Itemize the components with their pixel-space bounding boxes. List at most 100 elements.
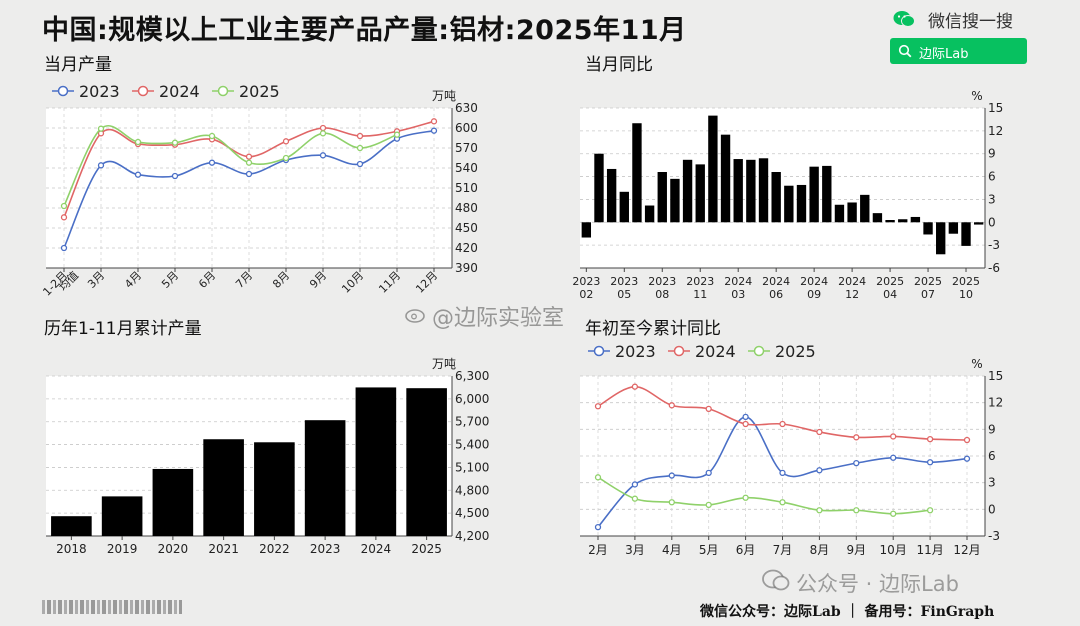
bar xyxy=(644,205,655,223)
y-tick-label: 0 xyxy=(988,502,996,516)
y-tick-label: 12 xyxy=(988,124,1003,138)
bar xyxy=(51,516,92,536)
data-point-2023 xyxy=(208,159,216,166)
data-point-2024 xyxy=(816,428,823,436)
x-tick-label: 2022 xyxy=(259,542,290,556)
search-button[interactable]: 边际Lab xyxy=(890,38,1027,64)
data-point-2023 xyxy=(134,171,142,178)
y-tick-label: 480 xyxy=(455,201,478,215)
bar xyxy=(632,123,642,223)
data-point-2025 xyxy=(816,507,823,514)
data-point-2023 xyxy=(853,459,860,467)
y-tick-label: -3 xyxy=(988,238,1000,252)
data-point-2025 xyxy=(171,139,179,146)
bar xyxy=(910,216,921,223)
legend-label-2024: 2024 xyxy=(159,82,200,101)
bar xyxy=(923,222,933,235)
bar xyxy=(720,134,731,223)
bar xyxy=(101,496,143,536)
watermark-text: @边际实验室 xyxy=(432,306,565,331)
data-point-2024 xyxy=(853,434,860,441)
x-tick-label-month: 03 xyxy=(731,288,745,301)
x-tick-label-year: 2024 xyxy=(762,275,790,288)
x-tick-label-year: 2023 xyxy=(572,275,600,288)
x-tick-label-month: 02 xyxy=(579,288,593,301)
y-tick-label: 15 xyxy=(988,369,1003,383)
y-tick-label: 5,400 xyxy=(455,438,489,452)
x-tick-label-month: 12 xyxy=(845,288,859,301)
bar xyxy=(796,184,807,223)
data-point-2025 xyxy=(594,474,602,481)
data-point-2023 xyxy=(890,454,897,461)
chart-title: 历年1-11月累计产量 xyxy=(44,319,202,339)
x-tick-label-year: 2023 xyxy=(686,275,714,288)
y-tick-label: 6 xyxy=(988,170,996,184)
data-point-2023 xyxy=(245,170,253,178)
legend-label-2023: 2023 xyxy=(615,342,656,361)
y-tick-label: 4,500 xyxy=(455,506,489,520)
bar xyxy=(657,172,667,223)
x-tick-label: 7月 xyxy=(773,543,793,557)
bar xyxy=(682,159,693,223)
bar xyxy=(203,439,244,536)
bar xyxy=(355,387,397,536)
x-tick-label: 9月 xyxy=(846,543,866,557)
data-point-2025 xyxy=(245,159,253,166)
legend-label-2025: 2025 xyxy=(775,342,816,361)
data-point-2025 xyxy=(890,510,897,517)
y-tick-label: 4,800 xyxy=(455,483,489,497)
x-tick-label: 2月 xyxy=(588,543,608,557)
x-tick-label-month: 07 xyxy=(921,288,935,301)
data-point-2024 xyxy=(779,420,786,428)
x-tick-label: 7月 xyxy=(233,269,255,291)
data-point-2023 xyxy=(668,472,675,479)
data-point-2025 xyxy=(319,130,327,137)
y-tick-label: 4,200 xyxy=(455,529,489,543)
wechat-search-label[interactable]: 微信搜一搜 xyxy=(890,5,1040,35)
x-tick-label-year: 2024 xyxy=(838,275,866,288)
bar xyxy=(594,153,604,223)
legend-label-2023: 2023 xyxy=(79,82,120,101)
bar xyxy=(948,222,959,234)
data-point-2023 xyxy=(705,469,712,477)
weibo-icon xyxy=(405,309,425,323)
data-point-2024 xyxy=(742,420,749,428)
data-point-2024 xyxy=(668,402,675,409)
page-title: 中国:规模以上工业主要产品产量:铝材:2025年11月 xyxy=(42,15,687,46)
x-tick-label: 3月 xyxy=(85,269,107,291)
x-tick-label: 6月 xyxy=(196,269,218,291)
series-line-2025 xyxy=(597,476,931,515)
bar xyxy=(708,115,718,223)
x-tick-label-month: 09 xyxy=(807,288,821,301)
data-point-2025 xyxy=(631,495,639,502)
y-tick-label: 420 xyxy=(455,241,478,255)
bar xyxy=(847,202,857,223)
data-point-2024 xyxy=(926,435,934,443)
x-tick-label-month: 04 xyxy=(883,288,897,301)
data-point-2023 xyxy=(319,152,327,159)
data-point-2023 xyxy=(742,413,749,421)
y-tick-label: 9 xyxy=(988,147,996,161)
data-point-2023 xyxy=(60,244,68,252)
blurred-caption xyxy=(42,600,182,614)
data-point-2023 xyxy=(816,467,823,474)
bar xyxy=(784,185,794,223)
bar xyxy=(152,468,194,536)
data-point-2024 xyxy=(631,383,639,390)
wechat-search-text: 微信搜一搜 xyxy=(928,12,1013,32)
x-tick-label: 5月 xyxy=(699,543,719,557)
x-tick-label: 12月 xyxy=(413,269,440,296)
data-point-2024 xyxy=(705,405,712,413)
x-tick-label: 12月 xyxy=(953,543,980,557)
series-line-2025 xyxy=(63,125,398,207)
y-tick-label: 3 xyxy=(988,476,996,490)
bar xyxy=(695,164,705,223)
bar xyxy=(872,213,883,223)
data-point-2023 xyxy=(171,172,179,180)
axis-unit: 万吨 xyxy=(432,89,456,103)
axis-unit: % xyxy=(971,357,982,371)
x-tick-label: 4月 xyxy=(662,543,682,557)
chart-title: 年初至今累计同比 xyxy=(585,319,721,339)
legend-marker-2024 xyxy=(673,345,685,357)
x-tick-label: 9月 xyxy=(307,269,329,291)
